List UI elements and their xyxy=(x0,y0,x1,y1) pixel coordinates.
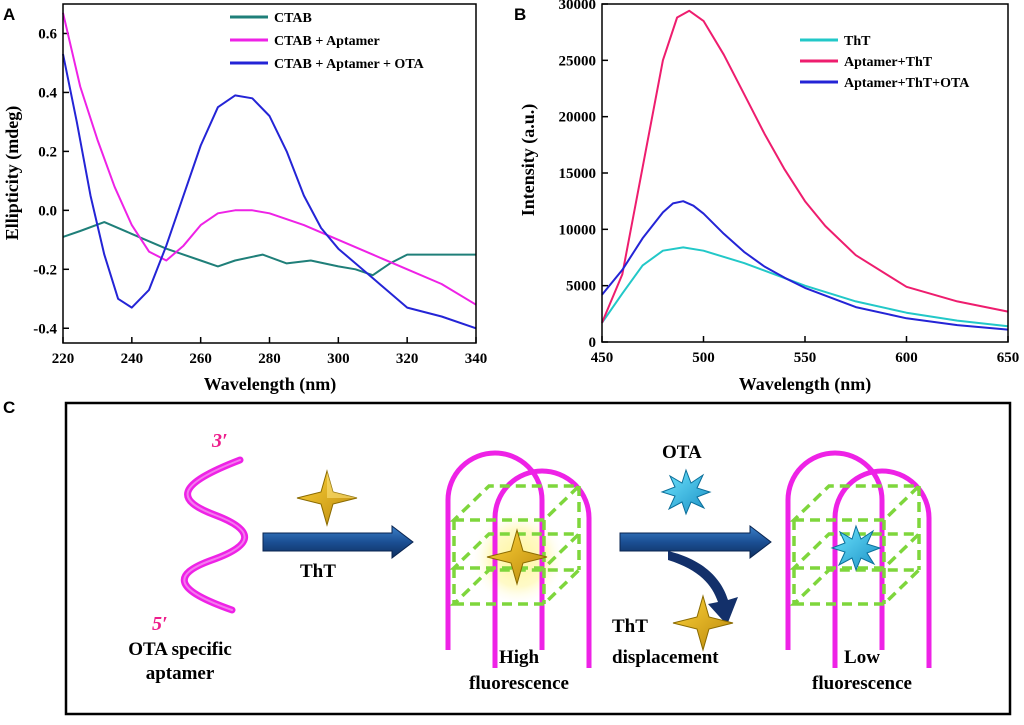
chart-b-ytick-label: 25000 xyxy=(559,53,597,69)
chart-a-frame xyxy=(62,3,477,344)
panel-letter-a: A xyxy=(3,5,15,24)
chart-b-ytick-label: 20000 xyxy=(559,110,597,126)
legend-b-label-3: Aptamer+ThT+OTA xyxy=(844,76,970,91)
displacement-line-2: displacement xyxy=(612,647,719,668)
legend-a-label-1: CTAB xyxy=(274,11,312,26)
chart-a-xtick-label: 260 xyxy=(189,351,212,367)
chart-b-ylabel: Intensity (a.u.) xyxy=(518,104,539,217)
chart-b-series-1-line xyxy=(601,246,1009,328)
curved-arrow-icon xyxy=(668,551,738,625)
low-fluorescence-line-2: fluorescence xyxy=(812,673,912,694)
aptamer-label-line-1: OTA specific xyxy=(128,639,232,660)
displaced-tht-star-icon xyxy=(672,594,734,652)
chart-a-ytick-label: 0.4 xyxy=(38,85,57,101)
chart-b-xtick-label: 450 xyxy=(591,350,614,366)
chart-a-ytick-label: 0.0 xyxy=(38,203,57,219)
arrow-2-icon xyxy=(619,524,772,560)
chart-a-series-3-line xyxy=(62,53,477,330)
tht-label: ThT xyxy=(300,561,336,582)
prime-3-label: 3′ xyxy=(211,430,228,452)
tht-bound-star-icon xyxy=(486,528,548,586)
aptamer-label-line-2: aptamer xyxy=(146,663,215,684)
legend-a-label-3: CTAB + Aptamer + OTA xyxy=(274,57,425,72)
chart-a-ylabel: Ellipticity (mdeg) xyxy=(2,106,23,240)
chart-a-xtick-label: 320 xyxy=(396,351,419,367)
prime-5-label: 5′ xyxy=(152,613,168,635)
arrow-1-icon xyxy=(262,524,414,560)
chart-a-ytick-label: 0.2 xyxy=(38,144,57,160)
panel-letter-b: B xyxy=(514,5,526,24)
chart-b-xtick-label: 650 xyxy=(997,350,1020,366)
chart-a-xtick-label: 340 xyxy=(465,351,488,367)
chart-a-xtick-label: 280 xyxy=(258,351,281,367)
chart-a-xtick-label: 300 xyxy=(327,351,350,367)
chart-b: 450 500 550 600 650 0 5000 10000 15000 20000 25000… xyxy=(559,0,1020,366)
chart-a-xtick-label: 240 xyxy=(121,351,144,367)
diagram-frame xyxy=(64,401,1012,716)
chart-b-ytick-label: 15000 xyxy=(559,166,597,182)
chart-a-ytick-label: -0.2 xyxy=(33,262,57,278)
chart-a-xtick-label: 220 xyxy=(52,351,75,367)
ota-label: OTA xyxy=(662,442,702,463)
g-quadruplex-low xyxy=(785,450,932,668)
chart-b-xtick-label: 500 xyxy=(692,350,715,366)
chart-a-series-2-line xyxy=(62,12,477,306)
chart-a-series-1-line xyxy=(62,221,476,277)
legend-b-label-2: Aptamer+ThT xyxy=(844,55,933,70)
chart-b-ytick-label: 5000 xyxy=(566,279,596,295)
chart-a-legend: CTAB CTAB + Aptamer CTAB + Aptamer + OTA xyxy=(230,11,425,72)
aptamer-helix xyxy=(180,456,248,614)
chart-b-ytick-label: 10000 xyxy=(559,222,597,238)
high-fluorescence-line-1: High xyxy=(499,647,540,668)
chart-b-ytick-label: 30000 xyxy=(559,0,597,13)
ota-molecule-icon xyxy=(660,468,712,516)
ota-bound-icon xyxy=(830,524,882,572)
high-fluorescence-line-2: fluorescence xyxy=(469,673,569,694)
displacement-line-1: ThT xyxy=(612,616,648,637)
panel-letter-c: C xyxy=(3,398,15,417)
tht-star-icon xyxy=(296,469,358,527)
chart-b-ytick-label: 0 xyxy=(589,335,597,351)
chart-a-xlabel: Wavelength (nm) xyxy=(204,374,337,395)
chart-a-ytick-label: 0.6 xyxy=(38,26,57,42)
chart-b-series-3-line xyxy=(601,200,1009,331)
chart-a: 220 240 260 280 300 320 340 -0.4 -0.2 0.0 0.2 0.4 0.… xyxy=(33,12,488,367)
chart-b-xlabel: Wavelength (nm) xyxy=(739,374,872,395)
chart-a-ytick-label: -0.4 xyxy=(33,321,57,337)
chart-b-frame xyxy=(601,3,1009,343)
legend-a-label-2: CTAB + Aptamer xyxy=(274,34,380,49)
chart-b-xtick-label: 550 xyxy=(794,350,817,366)
chart-b-legend: ThT Aptamer+ThT Aptamer+ThT+OTA xyxy=(800,34,970,91)
chart-b-series-2-line xyxy=(601,9,1009,324)
chart-b-xtick-label: 600 xyxy=(895,350,918,366)
legend-b-label-1: ThT xyxy=(844,34,871,49)
low-fluorescence-line-1: Low xyxy=(844,647,880,668)
